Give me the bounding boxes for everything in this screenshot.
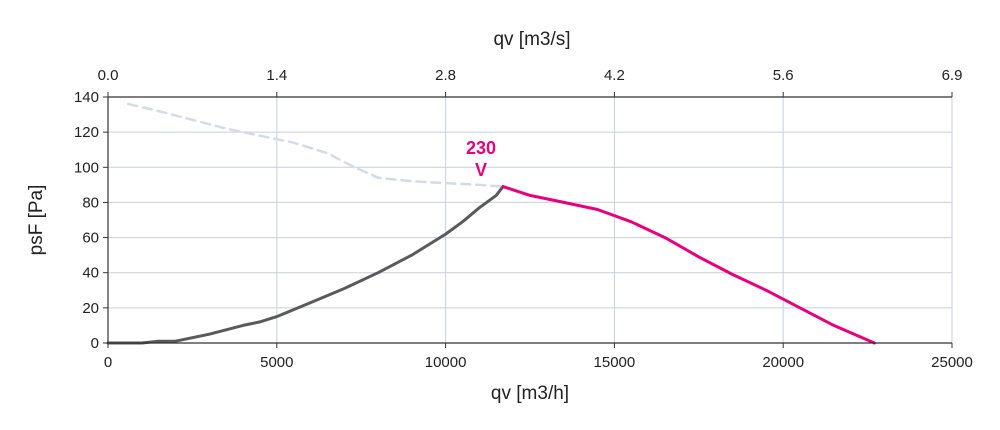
series-group <box>106 102 876 345</box>
x-tick-label: 25000 <box>931 354 973 371</box>
y-tick-label: 20 <box>82 300 99 317</box>
series-line-magenta-curve <box>501 185 876 345</box>
x-tick-label: 5000 <box>260 354 293 371</box>
axes: 0 20 40 60 80 100 120 140 0 0.0 5000 1.4 10000 2.8 150… <box>74 67 973 371</box>
x2-tick-label: 6.9 <box>942 67 963 84</box>
series-line-dashed-curve <box>127 102 505 188</box>
curve-label-voltage-value: 230 <box>466 138 496 158</box>
x2-tick-label: 4.2 <box>604 67 625 84</box>
x-tick-label: 15000 <box>594 354 636 371</box>
x-tick-label: 20000 <box>762 354 804 371</box>
x-tick-label: 10000 <box>425 354 467 371</box>
y-tick-label: 80 <box>82 194 99 211</box>
grid <box>107 96 953 344</box>
y-tick-label: 0 <box>91 335 99 352</box>
x2-axis-title: qv [m3/s] <box>493 29 570 50</box>
y-axis-title: psF [Pa] <box>26 185 47 256</box>
x-axis-title: qv [m3/h] <box>491 383 569 404</box>
x-tick-label: 0 <box>104 354 112 371</box>
series-line-gray-curve <box>106 185 505 345</box>
x2-tick-label: 1.4 <box>266 67 287 84</box>
curve-label-voltage-unit: V <box>475 160 487 180</box>
y-tick-label: 140 <box>74 89 99 106</box>
x2-tick-label: 0.0 <box>98 67 119 84</box>
y-tick-label: 40 <box>82 265 99 282</box>
x2-tick-label: 2.8 <box>435 67 456 84</box>
y-tick-label: 60 <box>82 230 99 247</box>
y-tick-label: 100 <box>74 159 99 176</box>
y-tick-label: 120 <box>74 124 99 141</box>
x2-tick-label: 5.6 <box>773 67 794 84</box>
plot-border <box>107 96 953 344</box>
